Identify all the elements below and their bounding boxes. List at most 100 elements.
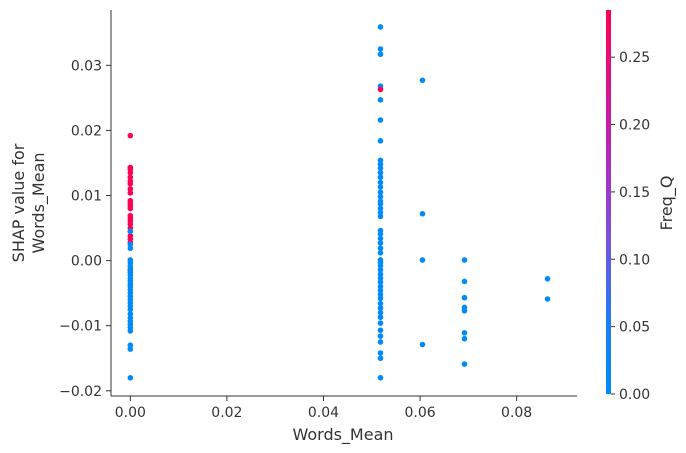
data-point [377, 46, 384, 52]
data-point [377, 51, 384, 58]
x-tick-label: 0.08 [501, 405, 532, 421]
y-tick-label: 0.00 [71, 254, 102, 270]
data-point [127, 205, 134, 212]
colorbar-tick-label: 0.20 [619, 118, 650, 134]
data-point [377, 86, 384, 93]
data-point [377, 271, 384, 278]
data-point [127, 311, 134, 317]
data-point [377, 179, 384, 186]
data-point [377, 279, 384, 285]
data-point [127, 181, 134, 187]
data-point [377, 157, 384, 164]
y-axis-label-line2: Words_Mean [29, 152, 49, 253]
data-point [377, 250, 384, 256]
data-point [377, 240, 384, 246]
data-point [377, 231, 384, 237]
data-point [377, 117, 384, 123]
data-point [377, 209, 384, 216]
data-point [377, 283, 384, 290]
data-point [377, 213, 384, 220]
colorbar-tick-label: 0.25 [619, 50, 650, 66]
data-point [127, 190, 134, 196]
y-axis-ticks: −0.02 −0.01 0.00 0.01 0.02 0.03 [59, 58, 111, 400]
data-point [377, 235, 384, 242]
x-tick-label: 0.06 [404, 405, 435, 421]
colorbar-tick-label: 0.10 [619, 252, 650, 268]
data-point [419, 77, 426, 84]
data-point [377, 350, 384, 356]
colorbar-tick-label: 0.05 [619, 320, 650, 336]
data-point [377, 266, 384, 273]
data-point [461, 257, 468, 263]
colorbar-ticks: 0.00 0.05 0.10 0.15 0.20 0.25 [611, 50, 650, 403]
data-point [419, 210, 426, 217]
data-point [377, 184, 384, 190]
x-tick-label: 0.00 [115, 405, 146, 421]
colorbar-tick-label: 0.00 [619, 387, 650, 403]
y-tick-label: 0.02 [71, 123, 102, 139]
data-point [377, 201, 384, 207]
data-point [377, 138, 384, 144]
data-point [377, 161, 384, 168]
y-tick-label: 0.01 [71, 189, 102, 205]
data-point [377, 333, 384, 339]
data-point [377, 374, 384, 381]
x-axis-ticks: 0.00 0.02 0.04 0.06 0.08 [115, 396, 532, 421]
colorbar-tick-label: 0.15 [619, 185, 650, 201]
data-point [377, 275, 384, 281]
data-point [544, 276, 551, 282]
data-point [377, 295, 384, 302]
data-point [127, 228, 134, 235]
x-axis-label: Words_Mean [292, 425, 393, 445]
colorbar-label: Freq_Q [657, 176, 677, 231]
y-axis-label-line1: SHAP value for [9, 143, 28, 262]
x-tick-label: 0.04 [308, 405, 339, 421]
data-point [377, 327, 384, 334]
data-point [377, 263, 384, 269]
data-point [377, 174, 384, 181]
data-point [377, 339, 384, 345]
data-point [377, 355, 384, 362]
data-point [127, 346, 134, 352]
data-point [377, 205, 384, 212]
data-point [377, 24, 384, 30]
data-point [377, 169, 384, 176]
y-tick-label: −0.01 [59, 319, 102, 335]
y-tick-label: −0.02 [59, 384, 102, 400]
data-point [461, 307, 468, 314]
data-point [377, 245, 384, 252]
data-point [127, 374, 134, 381]
data-point [377, 300, 384, 307]
data-point [461, 278, 468, 285]
data-point [377, 291, 384, 298]
data-point [377, 314, 384, 321]
data-point [544, 296, 551, 302]
data-point [127, 241, 134, 248]
data-point [461, 361, 468, 367]
data-point [127, 328, 134, 334]
data-point [377, 189, 384, 196]
data-point [461, 294, 468, 301]
data-point [377, 194, 384, 200]
data-point [461, 330, 468, 336]
data-point [377, 97, 384, 103]
data-point [127, 132, 134, 139]
data-point [419, 257, 426, 263]
data-point [377, 287, 384, 294]
data-point [461, 335, 468, 342]
data-point [127, 265, 134, 272]
data-point [127, 221, 134, 227]
y-tick-label: 0.03 [71, 58, 102, 74]
data-point [127, 306, 134, 313]
data-point [377, 305, 384, 311]
data-point [377, 309, 384, 316]
data-point [127, 186, 134, 192]
colorbar [606, 10, 611, 394]
scatter-points [127, 24, 551, 381]
data-point [127, 342, 134, 349]
data-point [377, 320, 384, 326]
x-tick-label: 0.02 [211, 405, 242, 421]
data-point [419, 341, 426, 348]
data-point [127, 245, 134, 252]
